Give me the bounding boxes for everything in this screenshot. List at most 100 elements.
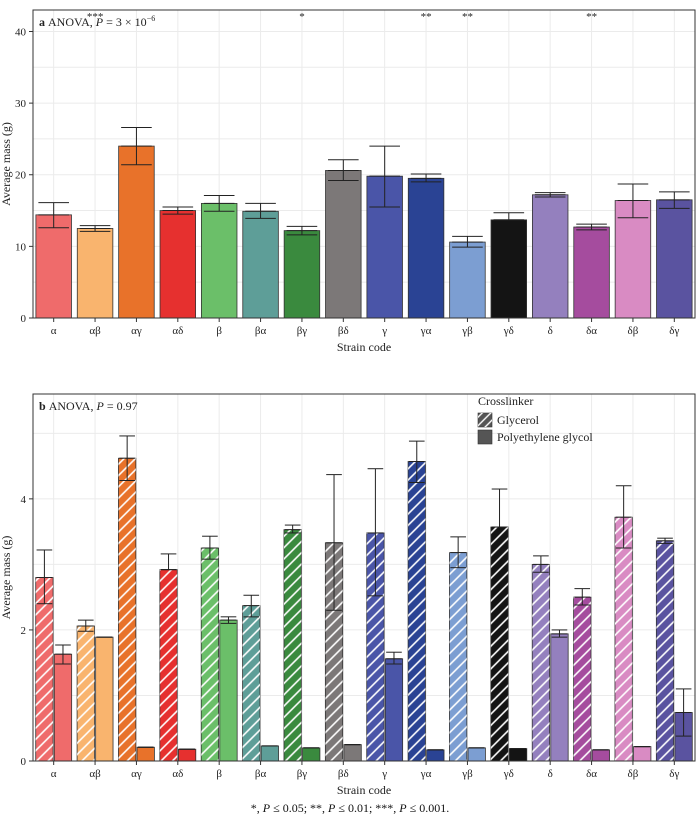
errorbar-12 — [493, 212, 525, 221]
x-tick-label: βγ — [297, 325, 308, 337]
errorbar-1-14 — [574, 588, 591, 606]
x-tick-label: δ — [548, 768, 553, 780]
errorbar-1-2 — [77, 619, 94, 632]
bar-hatch-14 — [573, 597, 591, 761]
bar-peg-13 — [550, 633, 569, 762]
errorbar-1-11 — [450, 536, 466, 569]
errorbar-15 — [617, 183, 649, 219]
x-tick-label: βα — [255, 768, 267, 780]
x-tick-label: β — [216, 325, 222, 337]
significance-label: ** — [586, 11, 597, 23]
x-tick-label: γβ — [461, 325, 473, 337]
x-tick-label: γ — [381, 768, 387, 780]
errorbar-1-9 — [367, 468, 384, 597]
bar-hatch-9 — [366, 532, 385, 761]
bar-hatch-5 — [201, 548, 219, 761]
errorbar-2 — [79, 225, 111, 232]
bar-13 — [531, 194, 569, 319]
bar-hatch-2 — [77, 625, 95, 761]
bar-10 — [407, 177, 445, 319]
x-tick-label: αβ — [89, 768, 101, 780]
x-tick-label: δα — [586, 325, 597, 337]
bar-hatch-6 — [242, 605, 260, 761]
panel-label: b — [39, 399, 49, 413]
x-tick-label: βδ — [338, 325, 349, 337]
x-tick-label: αβ — [89, 325, 101, 337]
bar-peg-12 — [509, 748, 528, 762]
bar-5 — [200, 202, 238, 319]
bar-peg-10 — [426, 749, 445, 762]
bar-hatch-15 — [614, 517, 633, 761]
bar-peg-3 — [136, 746, 155, 762]
x-axis-label: Strain code — [337, 340, 391, 354]
x-tick-label: αγ — [131, 768, 142, 780]
y-axis-label: Average mass (g) — [0, 122, 13, 206]
legend: Crosslinker Glycerol Polyethylene glycol — [477, 394, 593, 445]
bar-12 — [490, 219, 528, 319]
x-tick-label: αγ — [131, 325, 142, 337]
errorbar-1-10 — [408, 440, 425, 483]
bar-peg-9 — [384, 658, 404, 762]
errorbar-8 — [328, 159, 359, 181]
errorbar-1-8 — [326, 474, 342, 611]
bar-peg-2 — [95, 636, 114, 762]
bar-hatch-13 — [532, 564, 550, 761]
errorbar-2-9 — [386, 651, 402, 665]
bar-peg-15 — [633, 746, 652, 762]
x-tick-label: α — [51, 325, 57, 337]
x-tick-label: γβ — [461, 768, 473, 780]
errorbar-3 — [121, 126, 152, 166]
errorbar-1-13 — [533, 555, 549, 573]
x-tick-label: αδ — [172, 768, 183, 780]
legend-swatch — [477, 429, 493, 445]
errorbar-14 — [576, 223, 607, 231]
x-tick-label: α — [51, 768, 57, 780]
y-axis-label: Average mass (g) — [0, 536, 13, 620]
bar-hatch-1 — [35, 577, 54, 761]
x-tick-label: γ — [381, 325, 387, 337]
plot-frame — [32, 9, 696, 319]
bar-16 — [656, 199, 693, 319]
y-tick-label: 20 — [15, 170, 27, 182]
bar-hatch-11 — [449, 552, 467, 761]
errorbar-1-4 — [160, 553, 177, 571]
errorbar-1-16 — [657, 537, 673, 544]
errorbar-7 — [286, 225, 318, 236]
bar-4 — [159, 210, 197, 319]
anova-annotation: a ANOVA, P = 3 × 10−6 — [39, 14, 155, 29]
bar-peg-8 — [343, 744, 362, 762]
bar-peg-4 — [178, 748, 197, 762]
errorbar-9 — [369, 145, 400, 208]
errorbar-1 — [38, 202, 69, 229]
bar-hatch-16 — [656, 540, 674, 761]
y-tick-label: 4 — [21, 494, 27, 506]
errorbar-10 — [410, 173, 442, 183]
x-tick-label: γα — [420, 768, 432, 780]
panel-b-chart: 0 2 4 α αβ αγ αδ β βα βγ βδ γ γα γβ γδ δ δα δβ δγ Strain co… — [0, 393, 696, 797]
legend-title: Crosslinker — [478, 394, 533, 408]
x-axis-label: Strain code — [337, 783, 391, 797]
y-tick-label: 40 — [15, 26, 27, 38]
errorbar-6 — [245, 202, 276, 219]
bar-peg-11 — [467, 747, 486, 762]
plot-frame — [32, 393, 696, 762]
x-tick-label: δβ — [628, 768, 639, 780]
bar-hatch-3 — [118, 458, 136, 761]
bar-3 — [118, 145, 155, 319]
bar-peg-5 — [219, 619, 238, 762]
bar-peg-7 — [302, 747, 321, 762]
bar-peg-14 — [591, 749, 610, 762]
bar-15 — [614, 200, 652, 319]
errorbar-11 — [452, 235, 483, 248]
errorbar-1-6 — [243, 594, 260, 618]
errorbar-16 — [659, 191, 690, 209]
bar-hatch-7 — [283, 529, 302, 761]
errorbar-13 — [534, 192, 566, 198]
y-tick-label: 0 — [21, 756, 27, 768]
errorbar-5 — [203, 195, 235, 212]
y-tick-label: 10 — [15, 241, 27, 253]
errorbar-2-5 — [220, 616, 237, 624]
errorbar-4 — [162, 206, 194, 215]
